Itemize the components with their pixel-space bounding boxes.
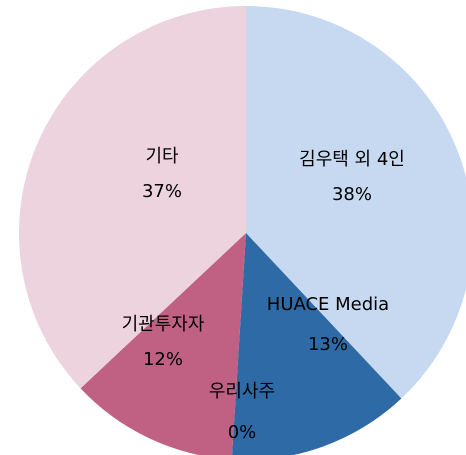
slice-label: 우리사주 xyxy=(209,381,275,402)
slice-label: 기타 xyxy=(145,146,179,167)
pie-slice xyxy=(232,233,402,455)
slice-label: 기관투자자 xyxy=(122,314,205,335)
slice-value-label: 13% xyxy=(308,334,348,355)
slice-label: 김우택 외 4인 xyxy=(299,149,405,170)
pie-slice xyxy=(19,5,247,389)
slice-value-label: 0% xyxy=(228,422,257,443)
slice-label: HUACE Media xyxy=(267,294,389,315)
pie-slice xyxy=(80,233,246,455)
slice-value-label: 12% xyxy=(143,349,183,370)
slice-value-label: 38% xyxy=(332,184,372,205)
pie-slice xyxy=(246,6,466,399)
slice-value-label: 37% xyxy=(142,181,182,202)
